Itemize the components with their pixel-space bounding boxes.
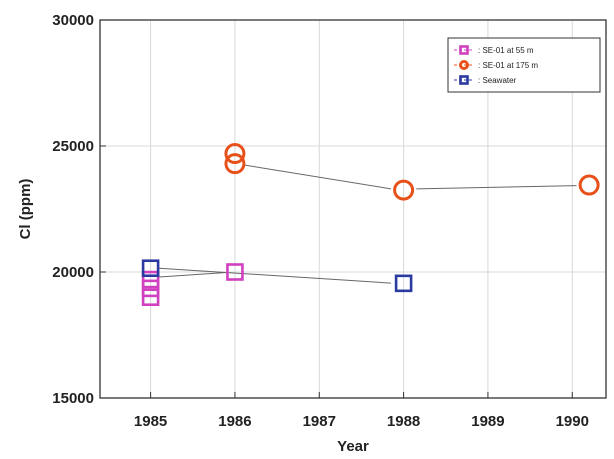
data-point: [393, 179, 415, 201]
data-point: [141, 270, 160, 289]
legend-label: : Seawater: [478, 76, 517, 85]
plot-frame: [99, 19, 607, 399]
legend-marker: [459, 45, 469, 55]
legend-label: : SE-01 at 55 m: [478, 46, 534, 55]
data-point: [224, 143, 246, 165]
y-tick-label: 15000: [52, 390, 94, 407]
x-tick-label: 1987: [303, 413, 336, 430]
legend-marker: [459, 60, 469, 70]
y-tick-label: 30000: [52, 12, 94, 29]
data-point: [226, 263, 244, 281]
y-tick-label: 20000: [52, 264, 94, 281]
y-axis-ticks: 15000 20000 25000 30000: [52, 12, 106, 407]
data-point: [141, 279, 160, 298]
data-point: [141, 259, 160, 278]
x-tick-label: 1988: [387, 413, 420, 430]
connector-lines: [158, 164, 577, 284]
data-point: [141, 288, 160, 307]
connector-line: [416, 185, 577, 190]
connector-line: [158, 272, 227, 278]
legend-marker: [459, 75, 469, 85]
legend: : SE-01 at 55 m : SE-01 at 175 m : Seawate…: [447, 37, 601, 93]
data-point: [394, 274, 413, 293]
data-point: [224, 153, 246, 175]
x-tick-label: 1989: [471, 413, 504, 430]
x-tick-label: 1990: [556, 413, 589, 430]
y-tick-label: 25000: [52, 138, 94, 155]
y-axis-title: Cl (ppm): [17, 179, 34, 240]
x-axis-ticks: 1985 1986 1987 1988 1989 1990: [134, 392, 589, 430]
legend-box: [447, 37, 601, 93]
x-tick-label: 1986: [218, 413, 251, 430]
legend-label: : SE-01 at 175 m: [478, 61, 538, 70]
connector-line: [159, 267, 391, 284]
connector-line: [243, 164, 392, 190]
x-axis-title: Year: [337, 438, 369, 455]
x-tick-label: 1985: [134, 413, 167, 430]
data-point: [578, 174, 600, 196]
data-points: [141, 143, 600, 307]
